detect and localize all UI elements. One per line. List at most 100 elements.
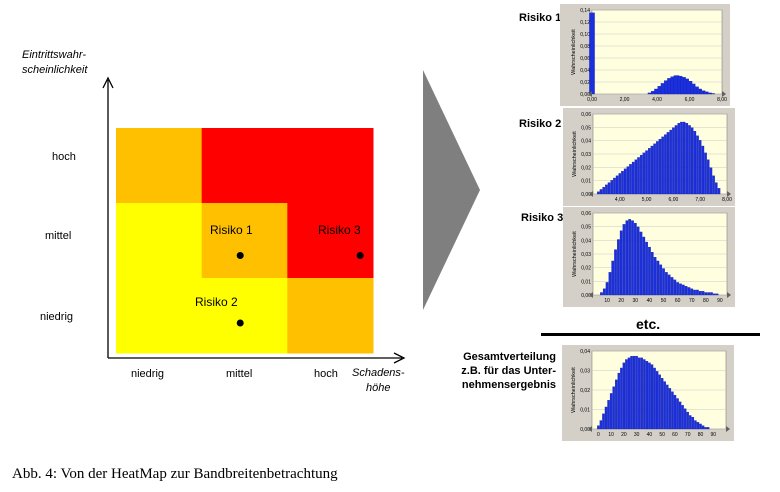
y-tick-label: 0,02 bbox=[581, 266, 591, 272]
histogram-bar bbox=[661, 136, 664, 195]
heatmap-cell bbox=[201, 128, 288, 204]
histogram-bar bbox=[701, 145, 705, 195]
y-tick-label: 0,06 bbox=[581, 112, 591, 118]
histogram-bar bbox=[674, 125, 678, 195]
histogram-bar bbox=[660, 378, 664, 430]
heatmap-cell bbox=[287, 203, 374, 279]
histogram-bar bbox=[662, 268, 665, 296]
risk-marker bbox=[356, 252, 364, 259]
histogram-bar bbox=[706, 159, 710, 195]
y-tick-label: 0,00 bbox=[580, 427, 590, 433]
y-tick-hoch: hoch bbox=[52, 151, 76, 163]
histogram-bar bbox=[605, 184, 608, 195]
y-tick-label: 0,04 bbox=[580, 349, 590, 355]
histogram-bar bbox=[618, 173, 622, 195]
x-tick-label: 7,00 bbox=[695, 197, 705, 203]
histogram-bar bbox=[664, 134, 667, 195]
histogram-bar bbox=[648, 246, 651, 296]
x-tick-label: 50 bbox=[661, 298, 667, 304]
x-tick-label: 0 bbox=[597, 432, 600, 438]
x-tick-label: 20 bbox=[618, 298, 624, 304]
histogram-bar bbox=[630, 355, 633, 430]
histogram-bar bbox=[650, 364, 654, 430]
histogram-bar bbox=[653, 257, 657, 296]
histogram-bar bbox=[628, 219, 632, 296]
histogram-bar bbox=[632, 355, 636, 430]
histogram-bar bbox=[611, 260, 615, 296]
histogram-bar bbox=[690, 288, 694, 296]
histogram-bar bbox=[635, 355, 638, 430]
x-tick-label: 30 bbox=[634, 432, 640, 438]
histogram-bar bbox=[698, 140, 702, 195]
histogram-bar bbox=[599, 189, 603, 195]
histogram-bar bbox=[704, 292, 708, 296]
histogram-bar bbox=[645, 150, 648, 195]
risk-label-2: Risiko 2 bbox=[195, 295, 238, 309]
histogram-bar bbox=[668, 388, 672, 430]
y-tick-label: 0,00 bbox=[580, 92, 590, 98]
risk-label-3: Risiko 3 bbox=[318, 223, 361, 237]
histogram-bar bbox=[715, 182, 718, 195]
range-marker-right bbox=[726, 426, 730, 432]
x-tick-label: 90 bbox=[717, 298, 723, 304]
y-tick-label: 0,12 bbox=[580, 20, 590, 26]
histogram-bar bbox=[656, 260, 660, 296]
heatmap-cell bbox=[116, 128, 203, 204]
histogram-bar bbox=[621, 171, 624, 195]
histogram-bar bbox=[686, 411, 689, 430]
histogram-bar bbox=[589, 12, 595, 95]
separator-line bbox=[541, 333, 760, 336]
histogram-bar bbox=[696, 135, 699, 195]
x-tick-label: 80 bbox=[698, 432, 704, 438]
histogram-bar bbox=[619, 230, 623, 296]
histogram-bar bbox=[607, 400, 610, 430]
x-tick-label: 8,00 bbox=[722, 197, 732, 203]
histogram-bar bbox=[642, 152, 646, 195]
y-tick-label: 0,01 bbox=[581, 179, 591, 185]
x-tick-label: 2,00 bbox=[620, 97, 630, 103]
plot-area bbox=[591, 9, 723, 95]
histogram-bar bbox=[625, 220, 629, 296]
y-tick-label: 0,05 bbox=[581, 225, 591, 231]
y-tick-label: 0,00 bbox=[581, 293, 591, 299]
y-tick-label: 0,03 bbox=[581, 152, 591, 158]
y-tick-label: 0,05 bbox=[581, 125, 591, 131]
y-tick-label: 0,01 bbox=[581, 279, 591, 285]
histogram-bar bbox=[693, 131, 697, 195]
histogram-bar bbox=[650, 251, 654, 296]
histogram-bar bbox=[623, 168, 627, 195]
y-tick-label: 0,03 bbox=[581, 252, 591, 258]
histogram-bar bbox=[643, 359, 646, 430]
histogram-bar bbox=[663, 381, 666, 430]
histogram-bar bbox=[696, 422, 700, 430]
y-tick-label: 0,04 bbox=[581, 238, 591, 244]
y-tick-niedrig: niedrig bbox=[40, 311, 74, 323]
histogram-bar bbox=[694, 420, 697, 430]
histogram-bar bbox=[683, 408, 687, 430]
y-axis-label: Wahrscheinlichkeit bbox=[572, 231, 578, 277]
y-axis-arrowhead bbox=[102, 76, 114, 89]
histogram-bar bbox=[599, 420, 603, 430]
histogram-bar bbox=[653, 367, 656, 430]
histogram-bar bbox=[604, 406, 608, 430]
y-axis-label: Wahrscheinlichkeit bbox=[571, 367, 577, 413]
histogram-bar bbox=[673, 394, 677, 430]
y-tick-label: 0,02 bbox=[580, 80, 590, 86]
histogram-bar bbox=[609, 393, 613, 430]
histogram-bar bbox=[653, 143, 656, 195]
chart-risiko-1: 0,14 0,12 0,10 0,08 0,06 0,04 0,02 0,000,00 2,00… bbox=[560, 4, 730, 106]
histogram-bar bbox=[690, 127, 694, 195]
histogram-bar bbox=[607, 182, 611, 195]
histogram-bar bbox=[696, 289, 699, 296]
histogram-bar bbox=[684, 286, 688, 296]
histogram-bar bbox=[681, 405, 684, 430]
histogram-bar bbox=[681, 284, 685, 296]
histogram-bar bbox=[658, 374, 661, 430]
histogram-bar bbox=[625, 359, 628, 430]
histogram-bar bbox=[685, 123, 689, 195]
histogram-bar bbox=[637, 357, 641, 430]
range-marker-left bbox=[588, 426, 592, 432]
x-tick-label: 4,00 bbox=[615, 197, 625, 203]
histogram-bar bbox=[698, 291, 702, 296]
histogram-bar bbox=[602, 288, 606, 296]
